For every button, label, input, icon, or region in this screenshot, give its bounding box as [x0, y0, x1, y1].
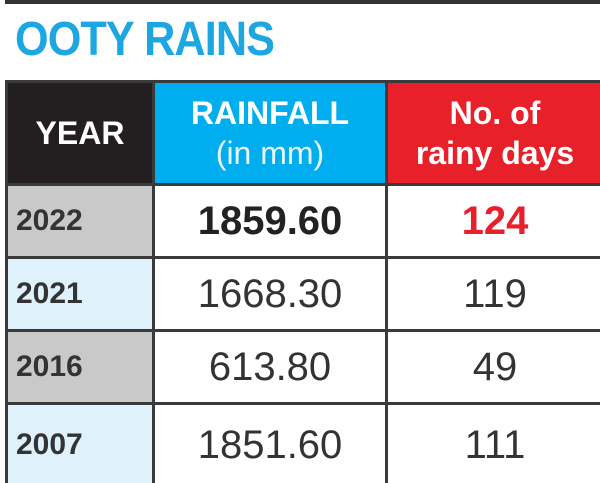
- title: OOTY RAINS: [15, 13, 275, 66]
- header-label: No. of: [449, 95, 541, 131]
- table-row: 2022 1859.60 124: [5, 183, 600, 259]
- table-body: 2022 1859.60 124 2021 1668.30 119 2016 613.80 49…: [5, 183, 600, 483]
- year-cell: 2022: [5, 183, 155, 259]
- column-header: No. of rainy days: [385, 80, 600, 186]
- value-cell: 124: [385, 183, 600, 259]
- value-cell: 49: [385, 329, 600, 405]
- top-rule: [5, 0, 600, 4]
- header-label: YEAR: [35, 115, 125, 151]
- table-row: 2007 1851.60 111: [5, 402, 600, 483]
- year-cell: 2016: [5, 329, 155, 405]
- year-cell: 2021: [5, 256, 155, 332]
- value-cell: 613.80: [152, 329, 388, 405]
- value-cell: 1851.60: [152, 402, 388, 483]
- header-sub: rainy days: [415, 135, 575, 171]
- year-cell: 2007: [5, 402, 155, 483]
- table-row: 2021 1668.30 119: [5, 256, 600, 332]
- value-cell: 1668.30: [152, 256, 388, 332]
- header-label: RAINFALL: [190, 95, 350, 131]
- value-cell: 1859.60: [152, 183, 388, 259]
- header-row: YEAR RAINFALL (in mm) No. of rainy days: [5, 80, 600, 186]
- column-header: YEAR: [5, 80, 155, 186]
- value-cell: 119: [385, 256, 600, 332]
- header-sub: (in mm): [215, 135, 325, 171]
- table-row: 2016 613.80 49: [5, 329, 600, 405]
- column-header: RAINFALL (in mm): [152, 80, 388, 186]
- rain-table: YEAR RAINFALL (in mm) No. of rainy days 20…: [5, 80, 600, 483]
- value-cell: 111: [385, 402, 600, 483]
